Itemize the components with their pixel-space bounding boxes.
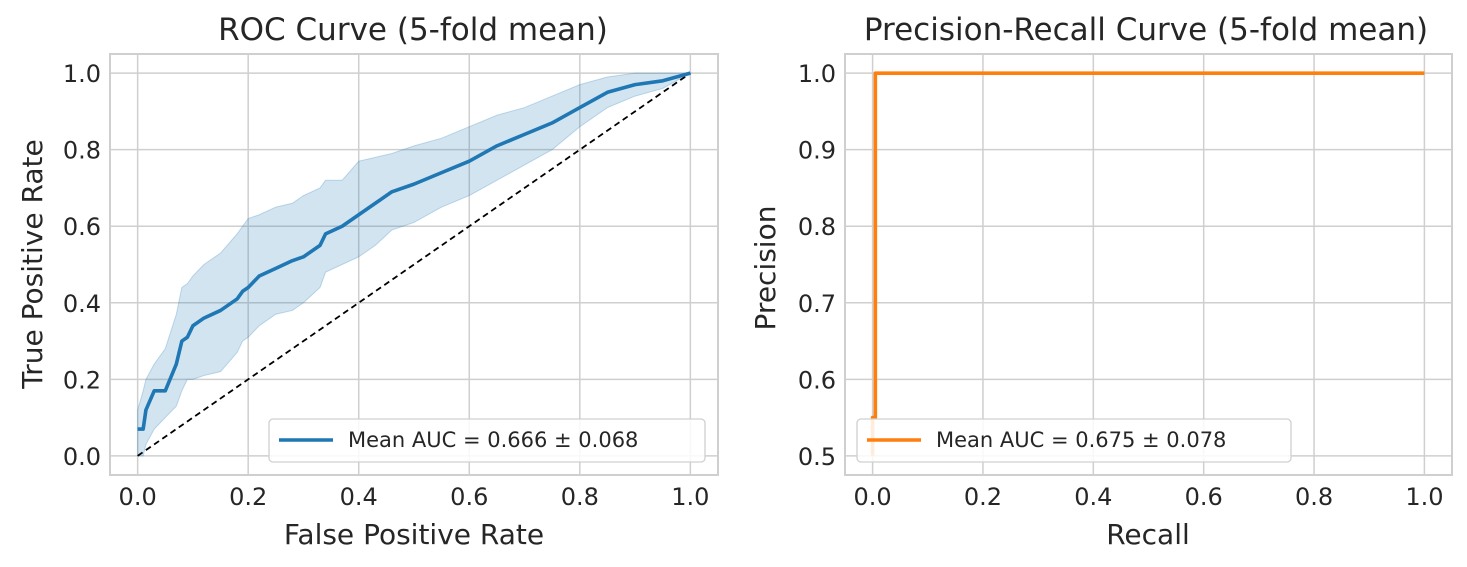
roc-x-ticks: 0.0 0.2 0.4 0.6 0.8 1.0 xyxy=(119,483,710,511)
roc-confidence-band xyxy=(137,72,693,457)
roc-mean-line xyxy=(137,71,691,431)
pr-y-tick-label: 1.0 xyxy=(798,60,836,88)
roc-x-tick-label: 1.0 xyxy=(671,483,709,511)
pr-y-tick-label: 0.8 xyxy=(798,213,836,241)
roc-grid xyxy=(110,54,718,475)
roc-legend: Mean AUC = 0.666 ± 0.068 xyxy=(268,418,706,463)
pr-axes-frame xyxy=(844,53,1453,476)
pr-x-tick-label: 0.0 xyxy=(854,483,892,511)
roc-y-tick-label: 0.8 xyxy=(63,137,101,165)
pr-chart: Precision-Recall Curve (5-fold mean) 0.0… xyxy=(749,12,1453,551)
roc-x-tick-label: 0.2 xyxy=(229,483,267,511)
roc-y-tick-label: 0.6 xyxy=(63,213,101,241)
pr-title: Precision-Recall Curve (5-fold mean) xyxy=(864,12,1428,48)
pr-y-axis-label: Precision xyxy=(749,206,782,331)
pr-y-tick-label: 0.7 xyxy=(798,290,836,318)
pr-x-tick-label: 1.0 xyxy=(1405,483,1443,511)
roc-x-tick-label: 0.6 xyxy=(450,483,488,511)
roc-y-tick-label: 1.0 xyxy=(63,60,101,88)
pr-mean-line xyxy=(870,71,1425,456)
pr-y-ticks: 0.5 0.6 0.7 0.8 0.9 1.0 xyxy=(798,60,836,471)
pr-x-tick-label: 0.6 xyxy=(1185,483,1223,511)
roc-y-tick-label: 0.0 xyxy=(63,443,101,471)
pr-y-tick-label: 0.9 xyxy=(798,137,836,165)
pr-y-tick-label: 0.6 xyxy=(798,366,836,394)
pr-x-ticks: 0.0 0.2 0.4 0.6 0.8 1.0 xyxy=(854,483,1444,511)
roc-y-tick-label: 0.2 xyxy=(63,366,101,394)
roc-x-tick-label: 0.8 xyxy=(561,483,599,511)
roc-x-axis-label: False Positive Rate xyxy=(284,518,544,551)
pr-x-tick-label: 0.2 xyxy=(964,483,1002,511)
roc-chance-line xyxy=(137,72,691,457)
roc-y-axis-label: True Positive Rate xyxy=(16,139,49,389)
roc-x-tick-label: 0.0 xyxy=(119,483,157,511)
pr-x-tick-label: 0.4 xyxy=(1074,483,1112,511)
roc-y-ticks: 0.0 0.2 0.4 0.6 0.8 1.0 xyxy=(63,60,101,471)
pr-y-tick-label: 0.5 xyxy=(798,443,836,471)
roc-x-tick-label: 0.4 xyxy=(340,483,378,511)
pr-x-tick-label: 0.8 xyxy=(1295,483,1333,511)
pr-legend-box xyxy=(856,418,1292,463)
roc-chart: ROC Curve (5-fold mean) 0.0 0.2 0.4 0.6 0.8 1… xyxy=(16,12,719,551)
roc-axes-frame xyxy=(109,53,719,476)
roc-y-tick-label: 0.4 xyxy=(63,290,101,318)
pr-grid xyxy=(845,54,1452,475)
pr-x-axis-label: Recall xyxy=(1106,518,1190,551)
pr-legend-label: Mean AUC = 0.675 ± 0.078 xyxy=(936,428,1226,452)
roc-legend-box xyxy=(268,418,706,463)
roc-legend-label: Mean AUC = 0.666 ± 0.068 xyxy=(348,428,638,452)
roc-title: ROC Curve (5-fold mean) xyxy=(218,12,608,48)
pr-legend: Mean AUC = 0.675 ± 0.078 xyxy=(856,418,1292,463)
